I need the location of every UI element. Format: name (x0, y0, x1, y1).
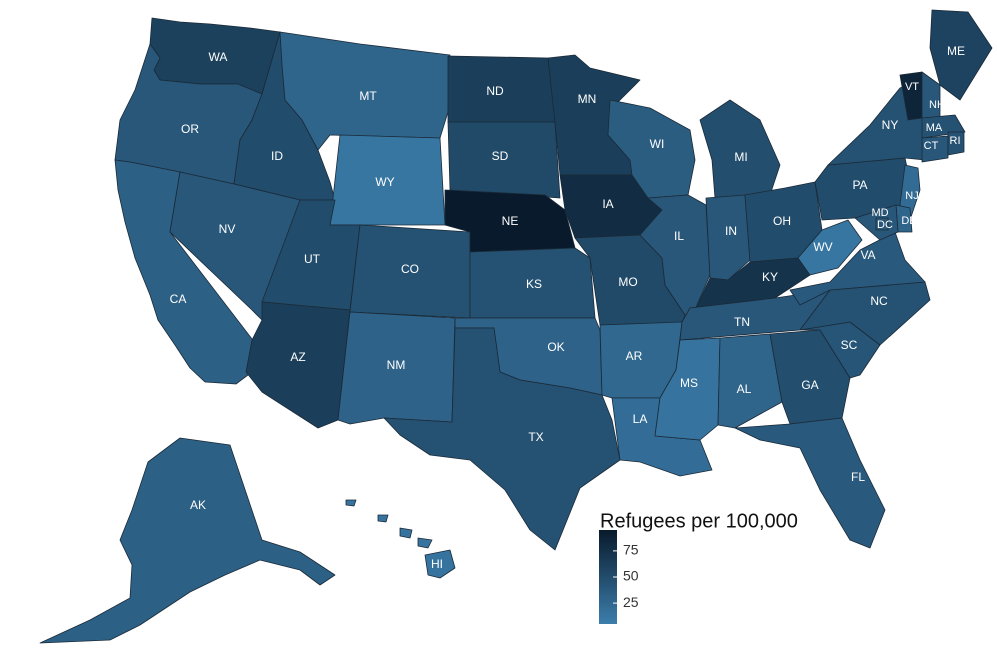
label-dc: DC (877, 219, 893, 231)
label-la: LA (633, 412, 648, 426)
label-ms: MS (680, 376, 698, 390)
label-ca: CA (170, 292, 187, 306)
hi-island-oahu (399, 527, 413, 539)
state-nj[interactable] (899, 164, 921, 221)
label-ct: CT (924, 140, 939, 152)
label-nc: NC (870, 294, 888, 308)
hi-island-kauai (377, 514, 389, 523)
state-va[interactable] (789, 231, 926, 306)
label-wa: WA (209, 50, 228, 64)
label-vt: VT (905, 81, 919, 93)
label-nj: NJ (905, 190, 918, 202)
state-ak[interactable] (39, 437, 336, 644)
legend-background (592, 504, 826, 629)
label-ut: UT (304, 252, 321, 266)
label-ga: GA (801, 378, 818, 392)
legend-tick-label: 50 (623, 568, 639, 584)
label-nm: NM (387, 358, 406, 372)
state-mi[interactable] (699, 99, 781, 199)
label-wi: WI (650, 137, 665, 151)
label-oh: OH (773, 214, 791, 228)
state-al[interactable] (717, 333, 783, 429)
hi-island-maui (417, 537, 433, 549)
label-ma: MA (926, 122, 943, 134)
label-va: VA (860, 248, 875, 262)
state-az[interactable] (245, 301, 351, 429)
label-hi: HI (431, 557, 443, 571)
label-sc: SC (841, 338, 858, 352)
label-il: IL (674, 229, 684, 243)
label-ky: KY (762, 270, 778, 284)
label-az: AZ (290, 350, 305, 364)
state-tx[interactable] (383, 327, 621, 551)
legend: Refugees per 100,000 75 50 25 (592, 504, 826, 629)
state-wv[interactable] (797, 219, 863, 276)
label-ia: IA (602, 197, 613, 211)
label-id: ID (271, 149, 283, 163)
state-nh[interactable] (921, 71, 941, 119)
legend-tick-label: 75 (623, 542, 639, 558)
label-ok: OK (547, 340, 564, 354)
label-tx: TX (528, 430, 543, 444)
label-sd: SD (492, 149, 509, 163)
state-ks[interactable] (469, 247, 596, 319)
state-il[interactable] (639, 194, 711, 316)
label-nv: NV (219, 222, 236, 236)
state-mt[interactable] (279, 31, 451, 151)
label-de: DE (901, 215, 916, 227)
state-labels: WA OR CA ID NV MT WY UT AZ CO NM ND SD N… (170, 44, 965, 571)
state-ct[interactable] (921, 135, 949, 163)
label-co: CO (401, 262, 419, 276)
state-me[interactable] (929, 9, 993, 101)
label-fl: FL (851, 470, 865, 484)
label-mo: MO (618, 275, 637, 289)
label-ny: NY (882, 118, 899, 132)
legend-title: Refugees per 100,000 (600, 510, 798, 532)
label-ak: AK (190, 498, 206, 512)
label-nd: ND (486, 84, 504, 98)
legend-ticks: 75 50 25 (613, 542, 639, 610)
label-ks: KS (526, 277, 542, 291)
hi-island-niihau (345, 499, 357, 507)
label-nh: NH (929, 99, 945, 111)
label-al: AL (737, 382, 752, 396)
state-hi[interactable] (424, 549, 456, 579)
label-ri: RI (950, 135, 961, 147)
label-mi: MI (734, 150, 747, 164)
label-tn: TN (734, 315, 750, 329)
label-wv: WV (813, 240, 832, 254)
label-ne: NE (502, 214, 519, 228)
legend-colorbar (599, 530, 617, 624)
label-pa: PA (852, 178, 867, 192)
state-in[interactable] (705, 194, 751, 281)
label-me: ME (947, 44, 965, 58)
label-mt: MT (359, 89, 377, 103)
label-ar: AR (626, 349, 643, 363)
label-mn: MN (578, 92, 597, 106)
state-sd[interactable] (447, 121, 561, 199)
label-in: IN (725, 224, 737, 238)
state-ri[interactable] (947, 131, 965, 156)
state-dc[interactable] (875, 217, 889, 231)
label-md: MD (871, 207, 888, 219)
label-wy: WY (375, 175, 394, 189)
state-fl[interactable] (734, 417, 886, 549)
legend-tick-label: 25 (623, 594, 639, 610)
label-or: OR (181, 122, 199, 136)
